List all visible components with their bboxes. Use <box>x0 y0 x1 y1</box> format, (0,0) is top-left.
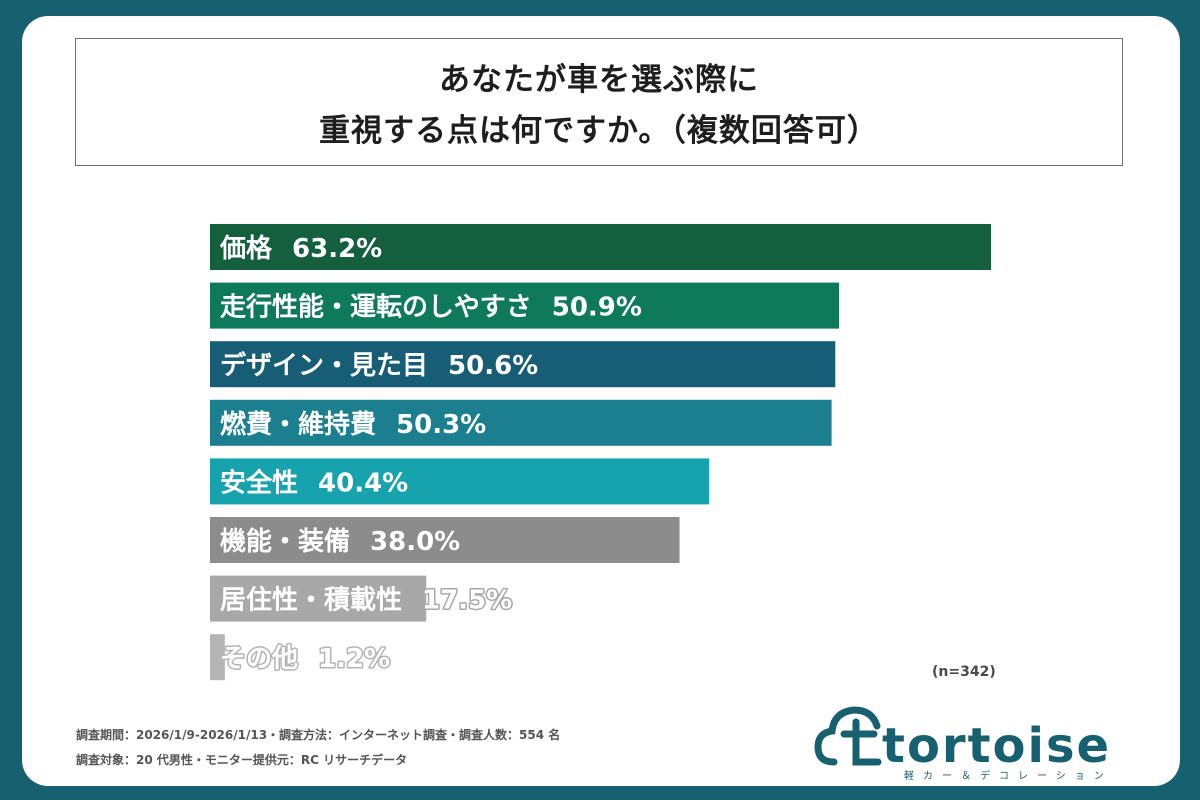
sample-size-label: (n=342) <box>932 664 996 680</box>
bar-value-label-1: 50.9% <box>552 293 642 323</box>
bar-category-label-4: 安全性 <box>220 467 298 498</box>
bar-7 <box>210 634 225 681</box>
bar-value-label-6: 17.5% <box>422 586 512 616</box>
cloud-t-icon <box>814 706 882 766</box>
bar-category-label-7: その他 <box>220 644 298 674</box>
logo-wordmark: tortoise <box>882 718 1111 774</box>
bar-value-label-5: 38.0% <box>370 527 460 557</box>
bar-category-label-0: 価格 <box>219 233 273 264</box>
bar-value-label-4: 40.4% <box>318 468 408 498</box>
chart-title-line-1: あなたが車を選ぶ際に <box>439 62 759 98</box>
bar-6 <box>210 575 427 622</box>
bar-category-label-2: デザイン・見た目 <box>220 350 428 381</box>
bar-5 <box>210 517 680 563</box>
bar-value-label-2: 50.6% <box>448 351 538 381</box>
bar-2 <box>210 341 836 388</box>
logo-tagline: 軽カー＆デコレーション <box>904 769 1113 782</box>
bar-category-label-3: 燃費・維持費 <box>220 409 376 440</box>
chart-title-line-2: 重視する点は何ですか。（複数回答可） <box>319 113 879 149</box>
bar-category-label-1: 走行性能・運転のしやすさ <box>220 292 532 323</box>
bar-0 <box>210 224 991 270</box>
survey-footer-line-1: 調査期間：2026/1/9-2026/1/13・調査方法：インターネット調査・調… <box>76 728 561 742</box>
bar-value-label-3: 50.3% <box>396 410 486 440</box>
bar-value-label-7: 1.2% <box>318 644 390 674</box>
bar-4 <box>210 458 710 505</box>
bar-category-label-6: 居住性・積載性 <box>220 585 402 616</box>
tortoise-logo: tortoise 軽カー＆デコレーション <box>814 706 1113 782</box>
bar-value-label-0: 63.2% <box>292 234 382 264</box>
chart-title-box: あなたが車を選ぶ際に 重視する点は何ですか。（複数回答可） <box>75 38 1123 166</box>
bar-3 <box>210 399 832 446</box>
bar-1 <box>210 282 840 329</box>
survey-footer-line-2: 調査対象：20 代男性・モニター提供元：RC リサーチデータ <box>76 753 408 767</box>
bar-category-label-5: 機能・装備 <box>220 526 350 557</box>
